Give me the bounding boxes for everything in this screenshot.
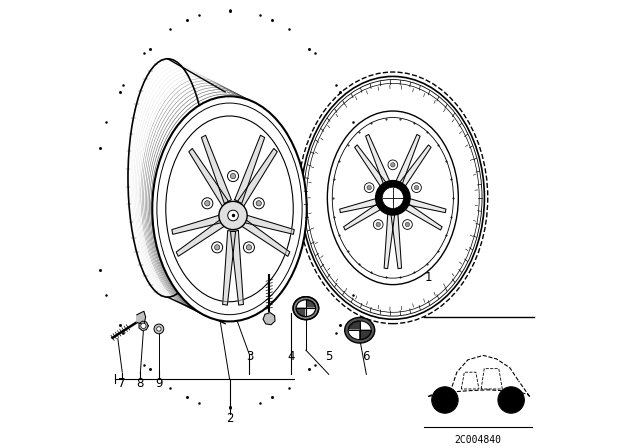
Text: 9: 9 <box>155 377 163 390</box>
Polygon shape <box>176 219 225 256</box>
Ellipse shape <box>348 321 371 340</box>
Ellipse shape <box>157 327 161 331</box>
Ellipse shape <box>364 183 374 193</box>
Polygon shape <box>360 321 371 330</box>
Polygon shape <box>230 231 243 305</box>
Polygon shape <box>241 219 290 256</box>
Polygon shape <box>223 231 236 305</box>
Text: 5: 5 <box>325 350 333 363</box>
Ellipse shape <box>301 77 484 319</box>
Ellipse shape <box>367 185 371 190</box>
Ellipse shape <box>345 318 375 343</box>
Text: 8: 8 <box>137 377 144 390</box>
Text: 7: 7 <box>118 377 126 390</box>
Ellipse shape <box>327 111 458 284</box>
Polygon shape <box>401 201 442 230</box>
Ellipse shape <box>212 242 223 253</box>
Polygon shape <box>349 330 360 339</box>
Ellipse shape <box>390 163 395 167</box>
Text: 1: 1 <box>424 271 432 284</box>
Ellipse shape <box>205 201 210 206</box>
Ellipse shape <box>230 173 236 179</box>
Polygon shape <box>243 215 294 234</box>
Ellipse shape <box>256 201 261 206</box>
Ellipse shape <box>376 222 380 227</box>
Polygon shape <box>306 300 315 308</box>
Ellipse shape <box>243 242 255 253</box>
Polygon shape <box>365 134 390 186</box>
Polygon shape <box>189 148 228 207</box>
Polygon shape <box>235 135 265 203</box>
Polygon shape <box>139 321 148 331</box>
Polygon shape <box>398 145 431 190</box>
Ellipse shape <box>253 198 264 209</box>
Text: 6: 6 <box>363 350 370 363</box>
Polygon shape <box>296 308 306 316</box>
Polygon shape <box>137 311 146 325</box>
Polygon shape <box>395 134 420 186</box>
Circle shape <box>432 387 458 413</box>
Polygon shape <box>172 215 223 234</box>
Ellipse shape <box>405 222 410 227</box>
Ellipse shape <box>376 181 410 215</box>
Ellipse shape <box>214 245 220 250</box>
Ellipse shape <box>388 160 397 170</box>
Ellipse shape <box>154 324 164 334</box>
Polygon shape <box>384 212 395 269</box>
Ellipse shape <box>246 245 252 250</box>
Text: 3: 3 <box>246 350 253 363</box>
Ellipse shape <box>373 220 383 229</box>
Polygon shape <box>349 321 360 330</box>
Ellipse shape <box>152 96 307 321</box>
Ellipse shape <box>219 201 247 230</box>
Ellipse shape <box>228 210 238 221</box>
Ellipse shape <box>228 171 239 181</box>
Polygon shape <box>403 197 446 213</box>
Ellipse shape <box>412 183 421 193</box>
Polygon shape <box>306 308 315 316</box>
Polygon shape <box>263 313 275 325</box>
Ellipse shape <box>414 185 419 190</box>
Polygon shape <box>355 145 388 190</box>
Polygon shape <box>340 197 383 213</box>
Text: 2: 2 <box>226 412 233 425</box>
Polygon shape <box>391 212 401 269</box>
Polygon shape <box>296 300 306 308</box>
Ellipse shape <box>293 297 319 320</box>
Text: 2C004840: 2C004840 <box>454 435 501 445</box>
Circle shape <box>498 387 524 413</box>
Polygon shape <box>344 201 384 230</box>
Ellipse shape <box>202 198 213 209</box>
Ellipse shape <box>403 220 412 229</box>
Ellipse shape <box>382 187 403 208</box>
Polygon shape <box>360 330 371 339</box>
Polygon shape <box>237 148 277 207</box>
Ellipse shape <box>296 300 316 317</box>
Polygon shape <box>202 135 231 203</box>
Circle shape <box>141 323 146 328</box>
Text: 4: 4 <box>287 350 295 363</box>
